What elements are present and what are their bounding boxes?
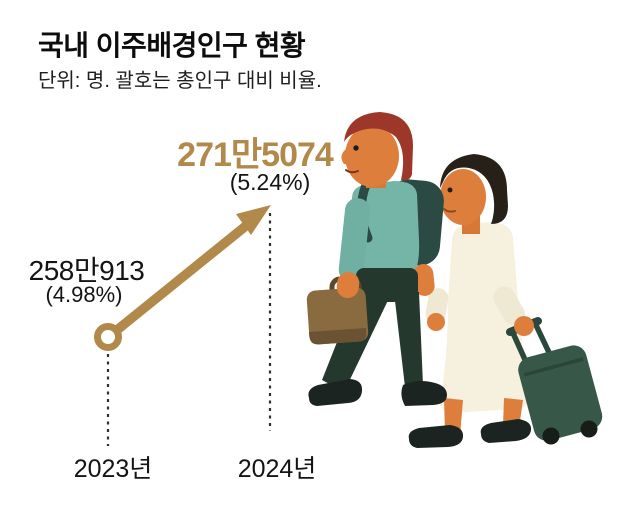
percent-label-2024: (5.24%) xyxy=(229,169,311,195)
man-back-shoe xyxy=(308,379,363,406)
man-front-hand xyxy=(336,272,360,298)
woman-front-hand xyxy=(427,313,445,331)
value-label-2024: 271만5074 xyxy=(177,136,334,174)
man-front-leg xyxy=(394,292,423,387)
page-title: 국내 이주배경인구 현황 xyxy=(38,30,306,61)
suitcase xyxy=(493,286,603,445)
x-axis-label-2023: 2023년 xyxy=(73,455,153,483)
man-hair xyxy=(344,112,413,181)
suitcase-ridge xyxy=(523,357,584,377)
woman-hair xyxy=(440,154,508,224)
woman-back-shoe xyxy=(480,419,532,443)
start-point-ring xyxy=(94,323,122,351)
percent-label-2023: (4.98%) xyxy=(45,282,123,307)
woman-back-hand xyxy=(514,316,534,336)
woman-figure xyxy=(408,154,603,448)
man-mouth xyxy=(345,169,359,174)
unit-note: 단위: 명. 괄호는 총인구 대비 비율. xyxy=(38,70,322,92)
briefcase xyxy=(306,272,369,345)
woman-dress xyxy=(440,222,530,413)
woman-front-shoe xyxy=(408,425,464,448)
briefcase-base xyxy=(309,328,367,345)
man-front-arm xyxy=(338,198,371,282)
woman-mouth xyxy=(443,208,456,213)
man-front-shoe xyxy=(401,381,447,406)
man-nose xyxy=(341,149,351,165)
man-eye xyxy=(353,145,359,151)
suitcase-wheel xyxy=(542,427,560,445)
trend-arrow-shaft xyxy=(112,220,252,335)
suitcase-wheel xyxy=(580,420,598,438)
man-figure xyxy=(306,112,447,406)
man-back-hand xyxy=(413,264,435,296)
trend-arrow xyxy=(94,205,271,351)
woman-face xyxy=(440,169,486,225)
value-label-2023: 258만913 xyxy=(28,255,145,286)
x-axis-label-2024: 2024년 xyxy=(237,455,317,483)
trend-arrow-head xyxy=(236,205,271,235)
woman-back-arm xyxy=(493,286,526,326)
woman-eye xyxy=(447,187,453,193)
